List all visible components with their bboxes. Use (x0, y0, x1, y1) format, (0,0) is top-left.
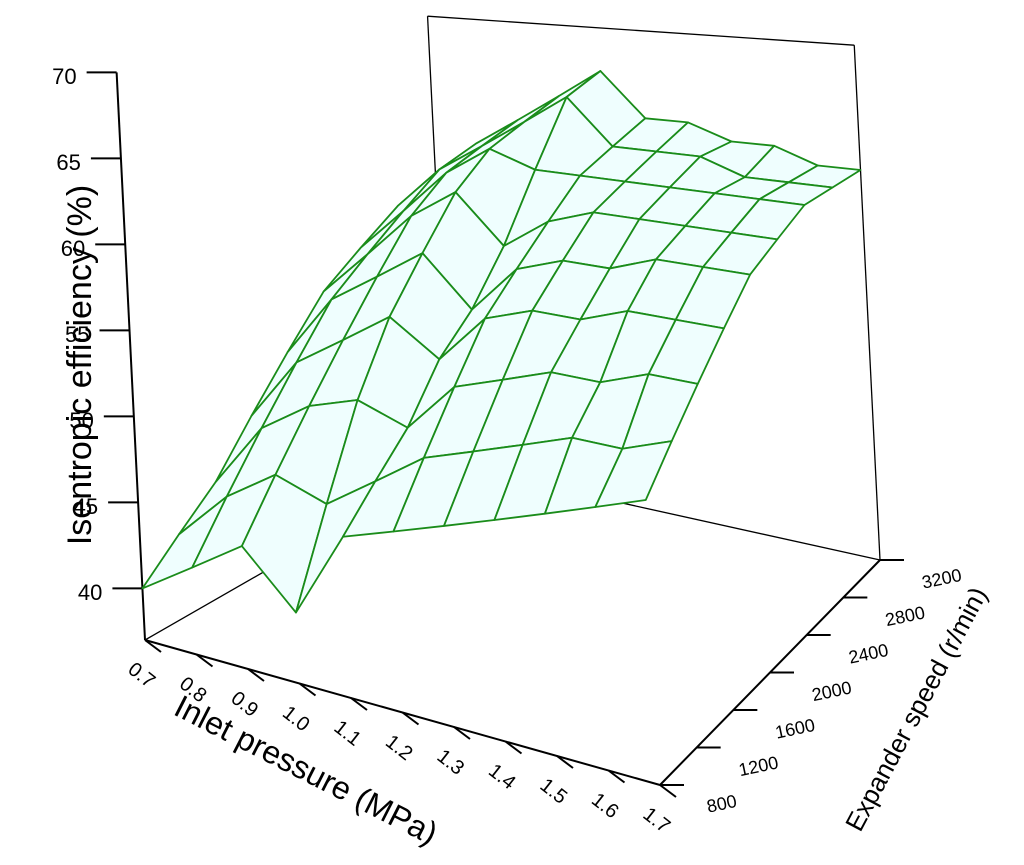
z-tick-label: 65 (56, 150, 80, 175)
y-tick-label: 1200 (737, 752, 780, 780)
y-tick-label: 2800 (883, 602, 926, 630)
x-tick (607, 769, 626, 784)
x-tick (556, 755, 574, 769)
x-tick (659, 784, 677, 798)
x-tick-label: 1.6 (587, 789, 622, 823)
y-tick-label: 2400 (847, 640, 890, 668)
x-tick-label: 1.0 (278, 702, 313, 736)
x-tick-label: 1.1 (330, 716, 365, 750)
surface-cell (594, 440, 673, 508)
x-tick (247, 668, 265, 682)
y-tick-label: 1600 (773, 715, 816, 743)
x-tick-label: 0.7 (124, 658, 159, 692)
frame-line (427, 15, 855, 46)
z-axis-title: Isentropic efficiency (%) (61, 185, 99, 545)
x-tick (401, 711, 420, 726)
z-axis (115, 72, 146, 641)
x-tick-label: 1.7 (639, 803, 674, 837)
x-tick (298, 682, 317, 697)
y-tick-label: 3200 (920, 565, 963, 593)
z-tick-label: 50 (69, 408, 93, 433)
x-tick-label: 1.4 (484, 760, 519, 794)
x-tick (144, 639, 162, 653)
frame-line (853, 45, 881, 561)
x-tick (504, 740, 523, 755)
x-tick-label: 1.5 (536, 774, 571, 808)
x-tick-label: 1.3 (433, 745, 468, 779)
y-tick-label: 2000 (810, 677, 853, 705)
x-tick-label: 1.2 (381, 731, 416, 765)
x-tick (195, 653, 214, 668)
z-tick-label: 45 (74, 494, 98, 519)
z-tick-label: 40 (78, 580, 102, 605)
z-tick-label: 55 (65, 322, 89, 347)
x-tick (350, 697, 368, 711)
y-tick-label: 800 (705, 791, 739, 817)
z-tick-label: 60 (61, 236, 85, 261)
x-tick (453, 726, 471, 740)
z-tick-label: 70 (52, 64, 76, 89)
